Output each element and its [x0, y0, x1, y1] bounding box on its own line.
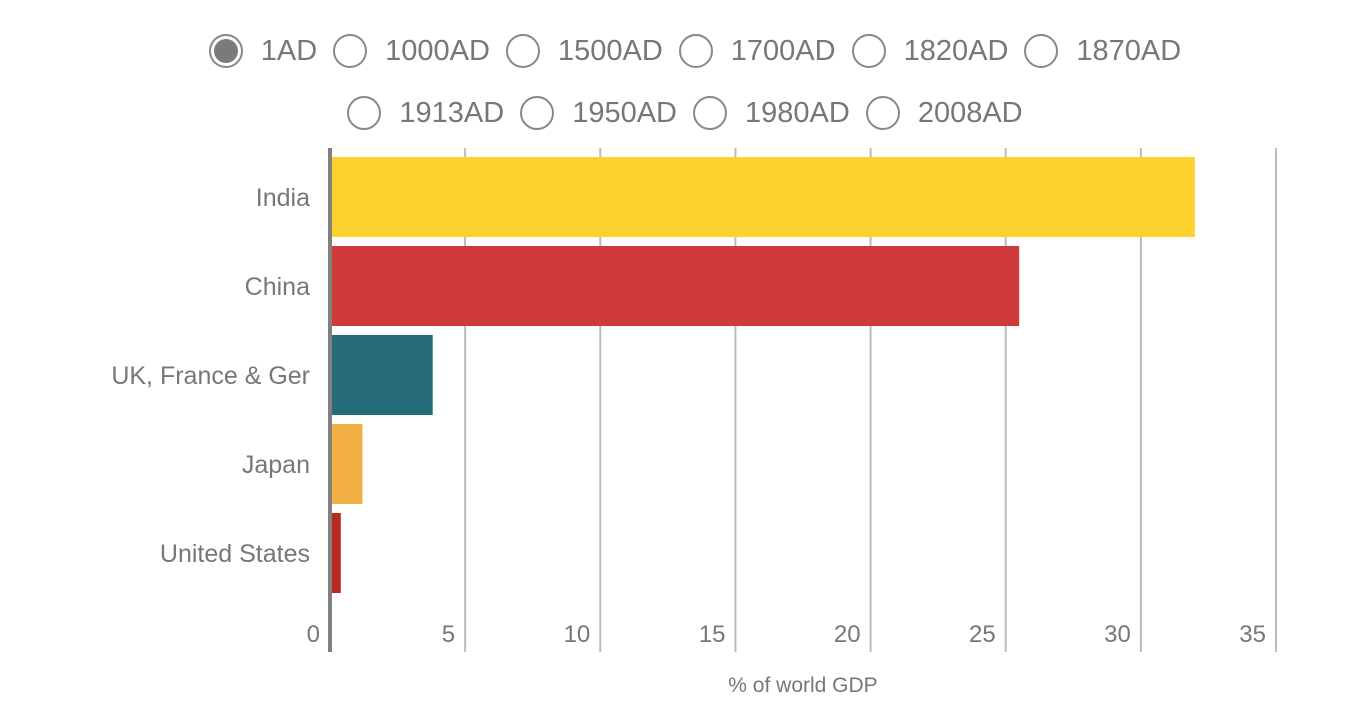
year-selector: 1AD 1000AD 1500AD 1700AD 1820AD 1870AD 1913AD… — [0, 20, 1370, 144]
y-category-label: United States — [160, 540, 310, 568]
year-option-label: 1950AD — [572, 96, 677, 129]
year-option-1700AD[interactable]: 1700AD — [678, 34, 836, 68]
year-option-label: 1913AD — [399, 96, 505, 129]
bar-united-states — [330, 513, 341, 593]
year-option-1000AD[interactable]: 1000AD — [333, 34, 490, 68]
radio-button[interactable] — [505, 34, 540, 68]
radio-button[interactable] — [865, 96, 900, 130]
x-tick-label: 0 — [307, 621, 320, 648]
radio-button[interactable] — [851, 34, 886, 68]
year-option-label: 1AD — [260, 34, 318, 67]
x-tick-label: 35 — [1239, 621, 1266, 648]
x-tick-label: 30 — [1104, 621, 1131, 648]
year-option-label: 1820AD — [903, 34, 1009, 67]
year-row-2: 1913AD 1950AD 1980AD 2008AD — [0, 82, 1370, 144]
bar-india — [330, 157, 1195, 237]
radio-button[interactable] — [347, 96, 382, 130]
radio-button[interactable] — [333, 34, 368, 68]
year-option-label: 1870AD — [1076, 34, 1182, 67]
radio-button[interactable] — [678, 34, 713, 68]
y-category-label: India — [256, 184, 310, 212]
y-category-label: UK, France & Ger — [111, 362, 310, 390]
year-option-1AD[interactable]: 1AD — [208, 34, 318, 68]
year-option-label: 1700AD — [730, 34, 836, 67]
radio-button[interactable] — [1024, 34, 1059, 68]
bar-uk-france-ger — [330, 335, 433, 415]
year-option-1820AD[interactable]: 1820AD — [851, 34, 1009, 68]
x-tick-label: 25 — [969, 621, 996, 648]
x-tick-label: 5 — [442, 621, 455, 648]
year-option-1913AD[interactable]: 1913AD — [347, 96, 504, 130]
bar-japan — [330, 424, 363, 504]
year-option-1500AD[interactable]: 1500AD — [505, 34, 663, 68]
radio-button[interactable] — [520, 96, 555, 130]
year-option-2008AD[interactable]: 2008AD — [865, 96, 1023, 130]
radio-button[interactable] — [693, 96, 727, 130]
year-option-label: 1500AD — [557, 34, 663, 67]
year-option-label: 1000AD — [385, 34, 490, 67]
year-option-1950AD[interactable]: 1950AD — [520, 96, 677, 130]
x-tick-label: 15 — [699, 621, 726, 648]
x-axis-label: % of world GDP — [728, 674, 877, 697]
year-option-1980AD[interactable]: 1980AD — [693, 96, 850, 130]
year-row-1: 1AD 1000AD 1500AD 1700AD 1820AD 1870AD — [0, 20, 1370, 82]
year-option-1870AD[interactable]: 1870AD — [1024, 34, 1181, 68]
radio-button[interactable] — [208, 34, 243, 68]
x-tick-label: 10 — [564, 621, 591, 648]
x-tick-label: 20 — [834, 621, 861, 648]
year-option-label: 1980AD — [745, 96, 850, 129]
y-category-label: China — [245, 273, 310, 301]
y-category-label: Japan — [242, 451, 310, 479]
year-option-label: 2008AD — [917, 96, 1023, 129]
bar-china — [330, 246, 1020, 326]
